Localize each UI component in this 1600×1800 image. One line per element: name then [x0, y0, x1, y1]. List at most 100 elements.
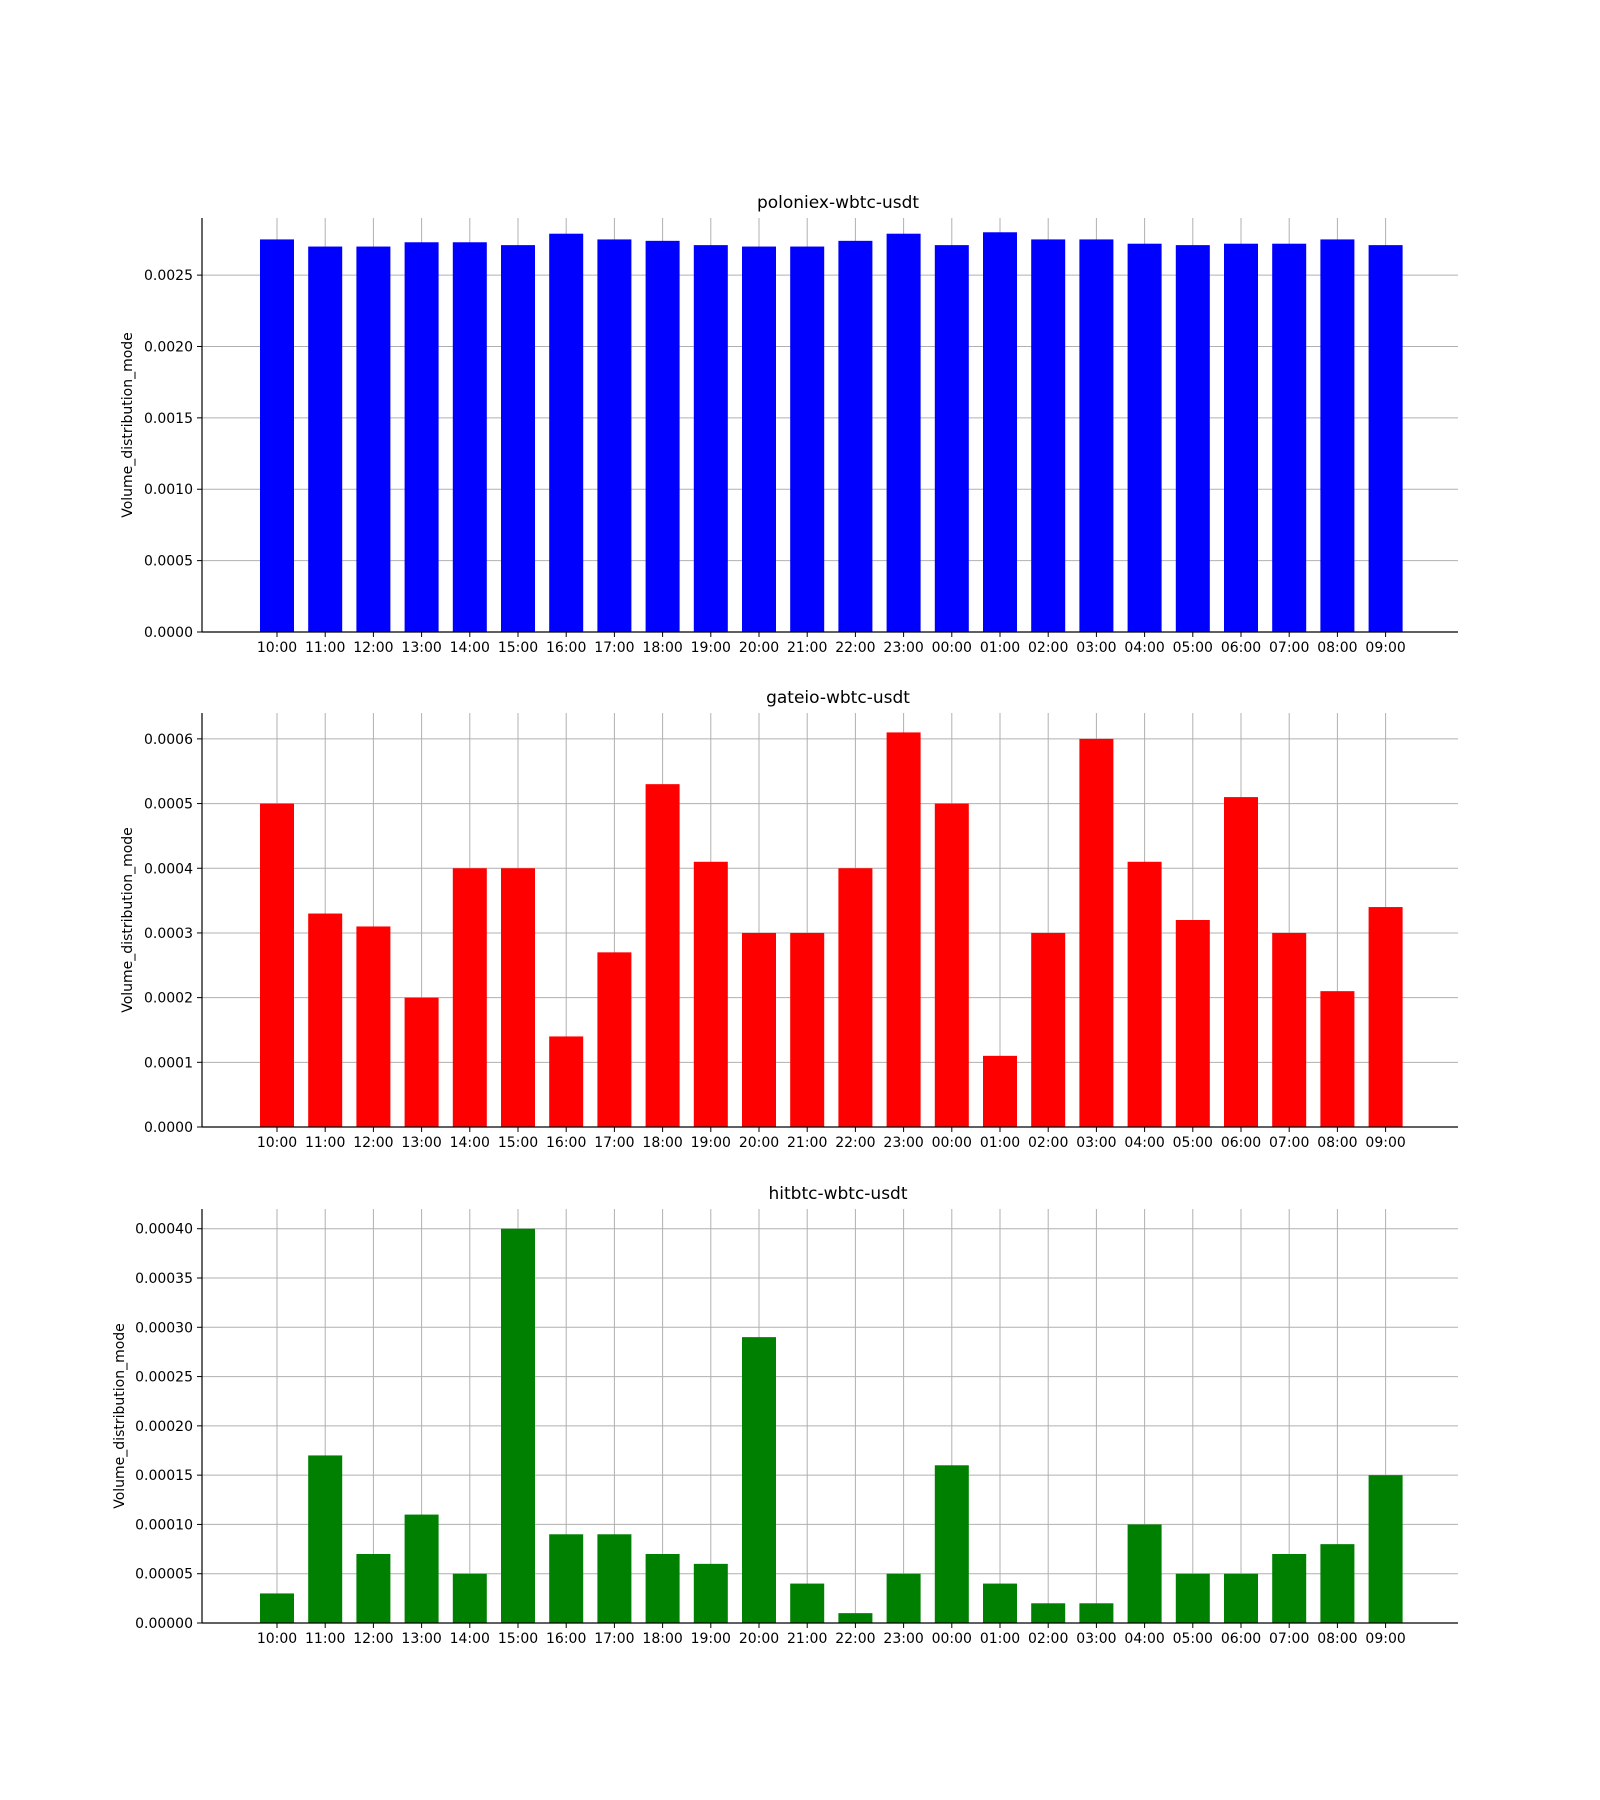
x-tick-label: 01:00 [980, 1135, 1020, 1151]
bar [790, 1583, 825, 1623]
bar [1175, 1573, 1210, 1623]
bar [597, 239, 632, 632]
y-tick-label: 0.0002 [144, 991, 193, 1007]
chart-panel-2: gateio-wbtc-usdt Volume_distribution_mode… [120, 688, 1458, 1151]
y-axis-label: Volume_distribution_mode [120, 827, 136, 1013]
bar [838, 868, 873, 1127]
y-tick-label: 0.0000 [144, 625, 193, 641]
x-tick-label: 23:00 [883, 640, 923, 656]
bar [1031, 239, 1066, 632]
bar [693, 1563, 728, 1623]
y-tick-label: 0.00015 [135, 1468, 193, 1484]
bar [1175, 245, 1210, 632]
bar [693, 245, 728, 632]
x-tick-label: 03:00 [1076, 1631, 1116, 1647]
x-tick-label: 11:00 [305, 1631, 345, 1647]
bar [452, 868, 487, 1127]
y-tick-label: 0.00040 [135, 1222, 193, 1238]
bar [356, 926, 391, 1127]
x-tick-label: 00:00 [932, 640, 972, 656]
bar [983, 232, 1017, 632]
bar [597, 952, 632, 1127]
x-tick-label: 23:00 [883, 1631, 923, 1647]
x-tick-label: 06:00 [1221, 1135, 1261, 1151]
bar [886, 732, 921, 1127]
y-tick-label: 0.0020 [144, 339, 193, 355]
bar [260, 239, 294, 632]
bar [742, 246, 776, 632]
x-tick-label: 04:00 [1124, 640, 1164, 656]
bar [404, 1514, 439, 1623]
x-tick-label: 03:00 [1076, 640, 1116, 656]
bar [308, 1455, 343, 1623]
x-tick-label: 13:00 [401, 1135, 441, 1151]
y-axis-label: Volume_distribution_mode [120, 332, 136, 518]
bars [260, 1228, 1403, 1623]
x-tick-label: 22:00 [835, 1631, 875, 1647]
bar [838, 1613, 873, 1623]
y-tick-label: 0.0005 [144, 554, 193, 570]
x-tick-label: 02:00 [1028, 1631, 1068, 1647]
y-tick-label: 0.0005 [144, 797, 193, 813]
x-tick-label: 19:00 [691, 1631, 731, 1647]
bar [1031, 1603, 1066, 1623]
x-tick-label: 04:00 [1124, 1135, 1164, 1151]
bar [886, 1573, 921, 1623]
x-tick-label: 20:00 [739, 640, 779, 656]
x-tick-label: 10:00 [257, 640, 297, 656]
bar [501, 868, 535, 1127]
bar [549, 1534, 584, 1623]
bar [1320, 239, 1355, 632]
bar [452, 242, 487, 632]
bar [1224, 1573, 1258, 1623]
bar [1320, 991, 1355, 1127]
bar [1368, 245, 1403, 632]
x-tick-label: 08:00 [1317, 1135, 1357, 1151]
bar [693, 861, 728, 1127]
x-tick-label: 22:00 [835, 1135, 875, 1151]
bar [645, 784, 680, 1127]
bar [356, 1554, 391, 1623]
x-tick-label: 15:00 [498, 1631, 538, 1647]
bar [1127, 861, 1162, 1127]
bars [260, 232, 1403, 633]
x-tick-label: 18:00 [642, 1135, 682, 1151]
x-tick-label: 21:00 [787, 640, 827, 656]
x-tick-label: 16:00 [546, 640, 586, 656]
x-tick-label: 09:00 [1365, 1135, 1405, 1151]
y-tick-label: 0.0001 [144, 1055, 193, 1071]
y-tick-label: 0.0006 [144, 732, 193, 748]
x-tick-label: 05:00 [1173, 1631, 1213, 1647]
x-tick-label: 12:00 [353, 1135, 393, 1151]
bar [838, 240, 873, 633]
bar [308, 913, 343, 1127]
x-tick-label: 19:00 [691, 640, 731, 656]
bar [356, 246, 391, 632]
y-tick-label: 0.00035 [135, 1271, 193, 1287]
x-tick-label: 07:00 [1269, 640, 1309, 656]
x-tick-label: 20:00 [739, 1631, 779, 1647]
bar [934, 803, 969, 1127]
x-tick-label: 04:00 [1124, 1631, 1164, 1647]
bar [1079, 738, 1114, 1127]
bar [1175, 920, 1210, 1127]
x-tick-label: 21:00 [787, 1631, 827, 1647]
bar [934, 245, 969, 632]
x-tick-label: 08:00 [1317, 640, 1357, 656]
y-tick-label: 0.0004 [144, 861, 193, 877]
x-tick-label: 14:00 [450, 1135, 490, 1151]
x-tick-label: 07:00 [1269, 1135, 1309, 1151]
y-tick-label: 0.00020 [135, 1419, 193, 1435]
x-tick-label: 11:00 [305, 1135, 345, 1151]
x-tick-label: 19:00 [691, 1135, 731, 1151]
y-tick-label: 0.00000 [135, 1616, 193, 1632]
bar [404, 242, 439, 632]
bar [549, 233, 584, 633]
x-tick-label: 12:00 [353, 1631, 393, 1647]
y-tick-label: 0.00010 [135, 1517, 193, 1533]
x-tick-label: 10:00 [257, 1135, 297, 1151]
y-tick-label: 0.00025 [135, 1370, 193, 1386]
bar [983, 1583, 1017, 1623]
y-tick-label: 0.0003 [144, 926, 193, 942]
bar [1079, 1603, 1114, 1623]
